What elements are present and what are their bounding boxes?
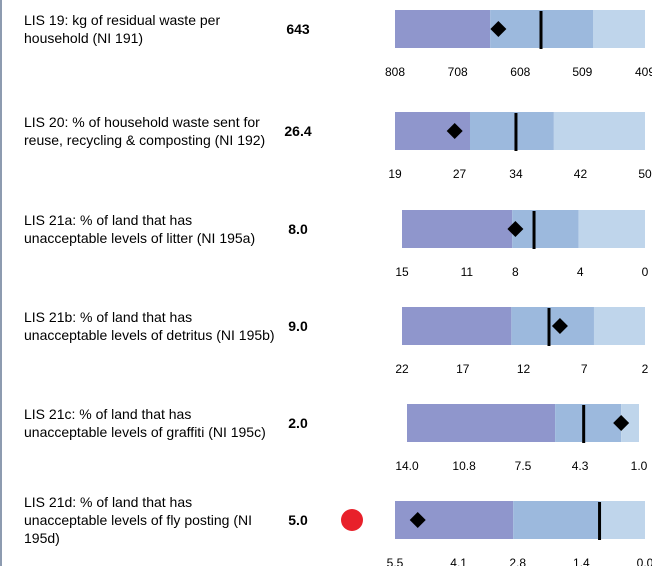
x-tick-label: 808 — [385, 65, 405, 79]
x-tick-label: 7.5 — [515, 459, 532, 473]
x-tick-label: 5.5 — [387, 556, 404, 566]
metric-label: LIS 21a: % of land that has unacceptable… — [24, 212, 256, 246]
range-band — [402, 307, 512, 345]
range-band — [578, 210, 645, 248]
x-tick-label: 2.8 — [509, 556, 526, 566]
x-tick-label: 0.0 — [637, 556, 652, 566]
metric-label: LIS 21d: % of land that has unacceptable… — [24, 494, 253, 546]
metric-value: 643 — [286, 21, 310, 37]
range-band — [553, 112, 645, 150]
value-marker — [446, 123, 463, 139]
x-tick-label: 50 — [638, 167, 652, 181]
range-band — [407, 404, 556, 442]
x-tick-label: 22 — [395, 362, 409, 376]
metric-label: LIS 20: % of household waste sent for re… — [24, 114, 266, 148]
metric-value: 5.0 — [288, 512, 308, 528]
metric-value: 8.0 — [288, 221, 308, 237]
x-tick-label: 608 — [510, 65, 530, 79]
x-tick-label: 509 — [572, 65, 592, 79]
x-tick-label: 42 — [574, 167, 588, 181]
range-band — [402, 210, 513, 248]
range-band — [470, 112, 554, 150]
range-band — [593, 307, 645, 345]
range-band — [555, 404, 622, 442]
metric-value: 26.4 — [284, 123, 312, 139]
value-marker — [409, 512, 426, 528]
x-tick-label: 409 — [635, 65, 652, 79]
x-tick-label: 2 — [642, 362, 649, 376]
x-tick-label: 4.1 — [450, 556, 467, 566]
status-indicator — [341, 509, 363, 531]
x-tick-label: 12 — [517, 362, 531, 376]
metric-label: LIS 21c: % of land that has unacceptable… — [24, 406, 266, 440]
value-marker — [613, 415, 630, 431]
x-tick-label: 34 — [509, 167, 523, 181]
x-tick-label: 0 — [642, 265, 649, 279]
metric-value: 9.0 — [288, 318, 308, 334]
value-marker — [507, 221, 524, 237]
x-tick-label: 27 — [453, 167, 467, 181]
metric-label: LIS 19: kg of residual waste per househo… — [24, 12, 221, 46]
x-tick-label: 4 — [577, 265, 584, 279]
x-tick-label: 10.8 — [452, 459, 476, 473]
x-tick-label: 15 — [395, 265, 409, 279]
x-tick-label: 8 — [512, 265, 519, 279]
x-tick-label: 19 — [388, 167, 402, 181]
x-tick-label: 1.0 — [631, 459, 648, 473]
x-tick-label: 14.0 — [395, 459, 419, 473]
x-tick-label: 7 — [581, 362, 588, 376]
x-tick-label: 708 — [448, 65, 468, 79]
range-band — [592, 10, 645, 48]
value-marker — [490, 21, 507, 37]
range-band — [621, 404, 639, 442]
x-tick-label: 4.3 — [572, 459, 589, 473]
metric-label: LIS 21b: % of land that has unacceptable… — [24, 309, 275, 343]
x-tick-label: 17 — [456, 362, 470, 376]
range-band — [599, 501, 645, 539]
metric-value: 2.0 — [288, 415, 308, 431]
range-band — [513, 501, 600, 539]
x-tick-label: 1.4 — [573, 556, 590, 566]
value-marker — [551, 318, 568, 334]
range-band — [395, 10, 491, 48]
x-tick-label: 11 — [461, 265, 474, 279]
